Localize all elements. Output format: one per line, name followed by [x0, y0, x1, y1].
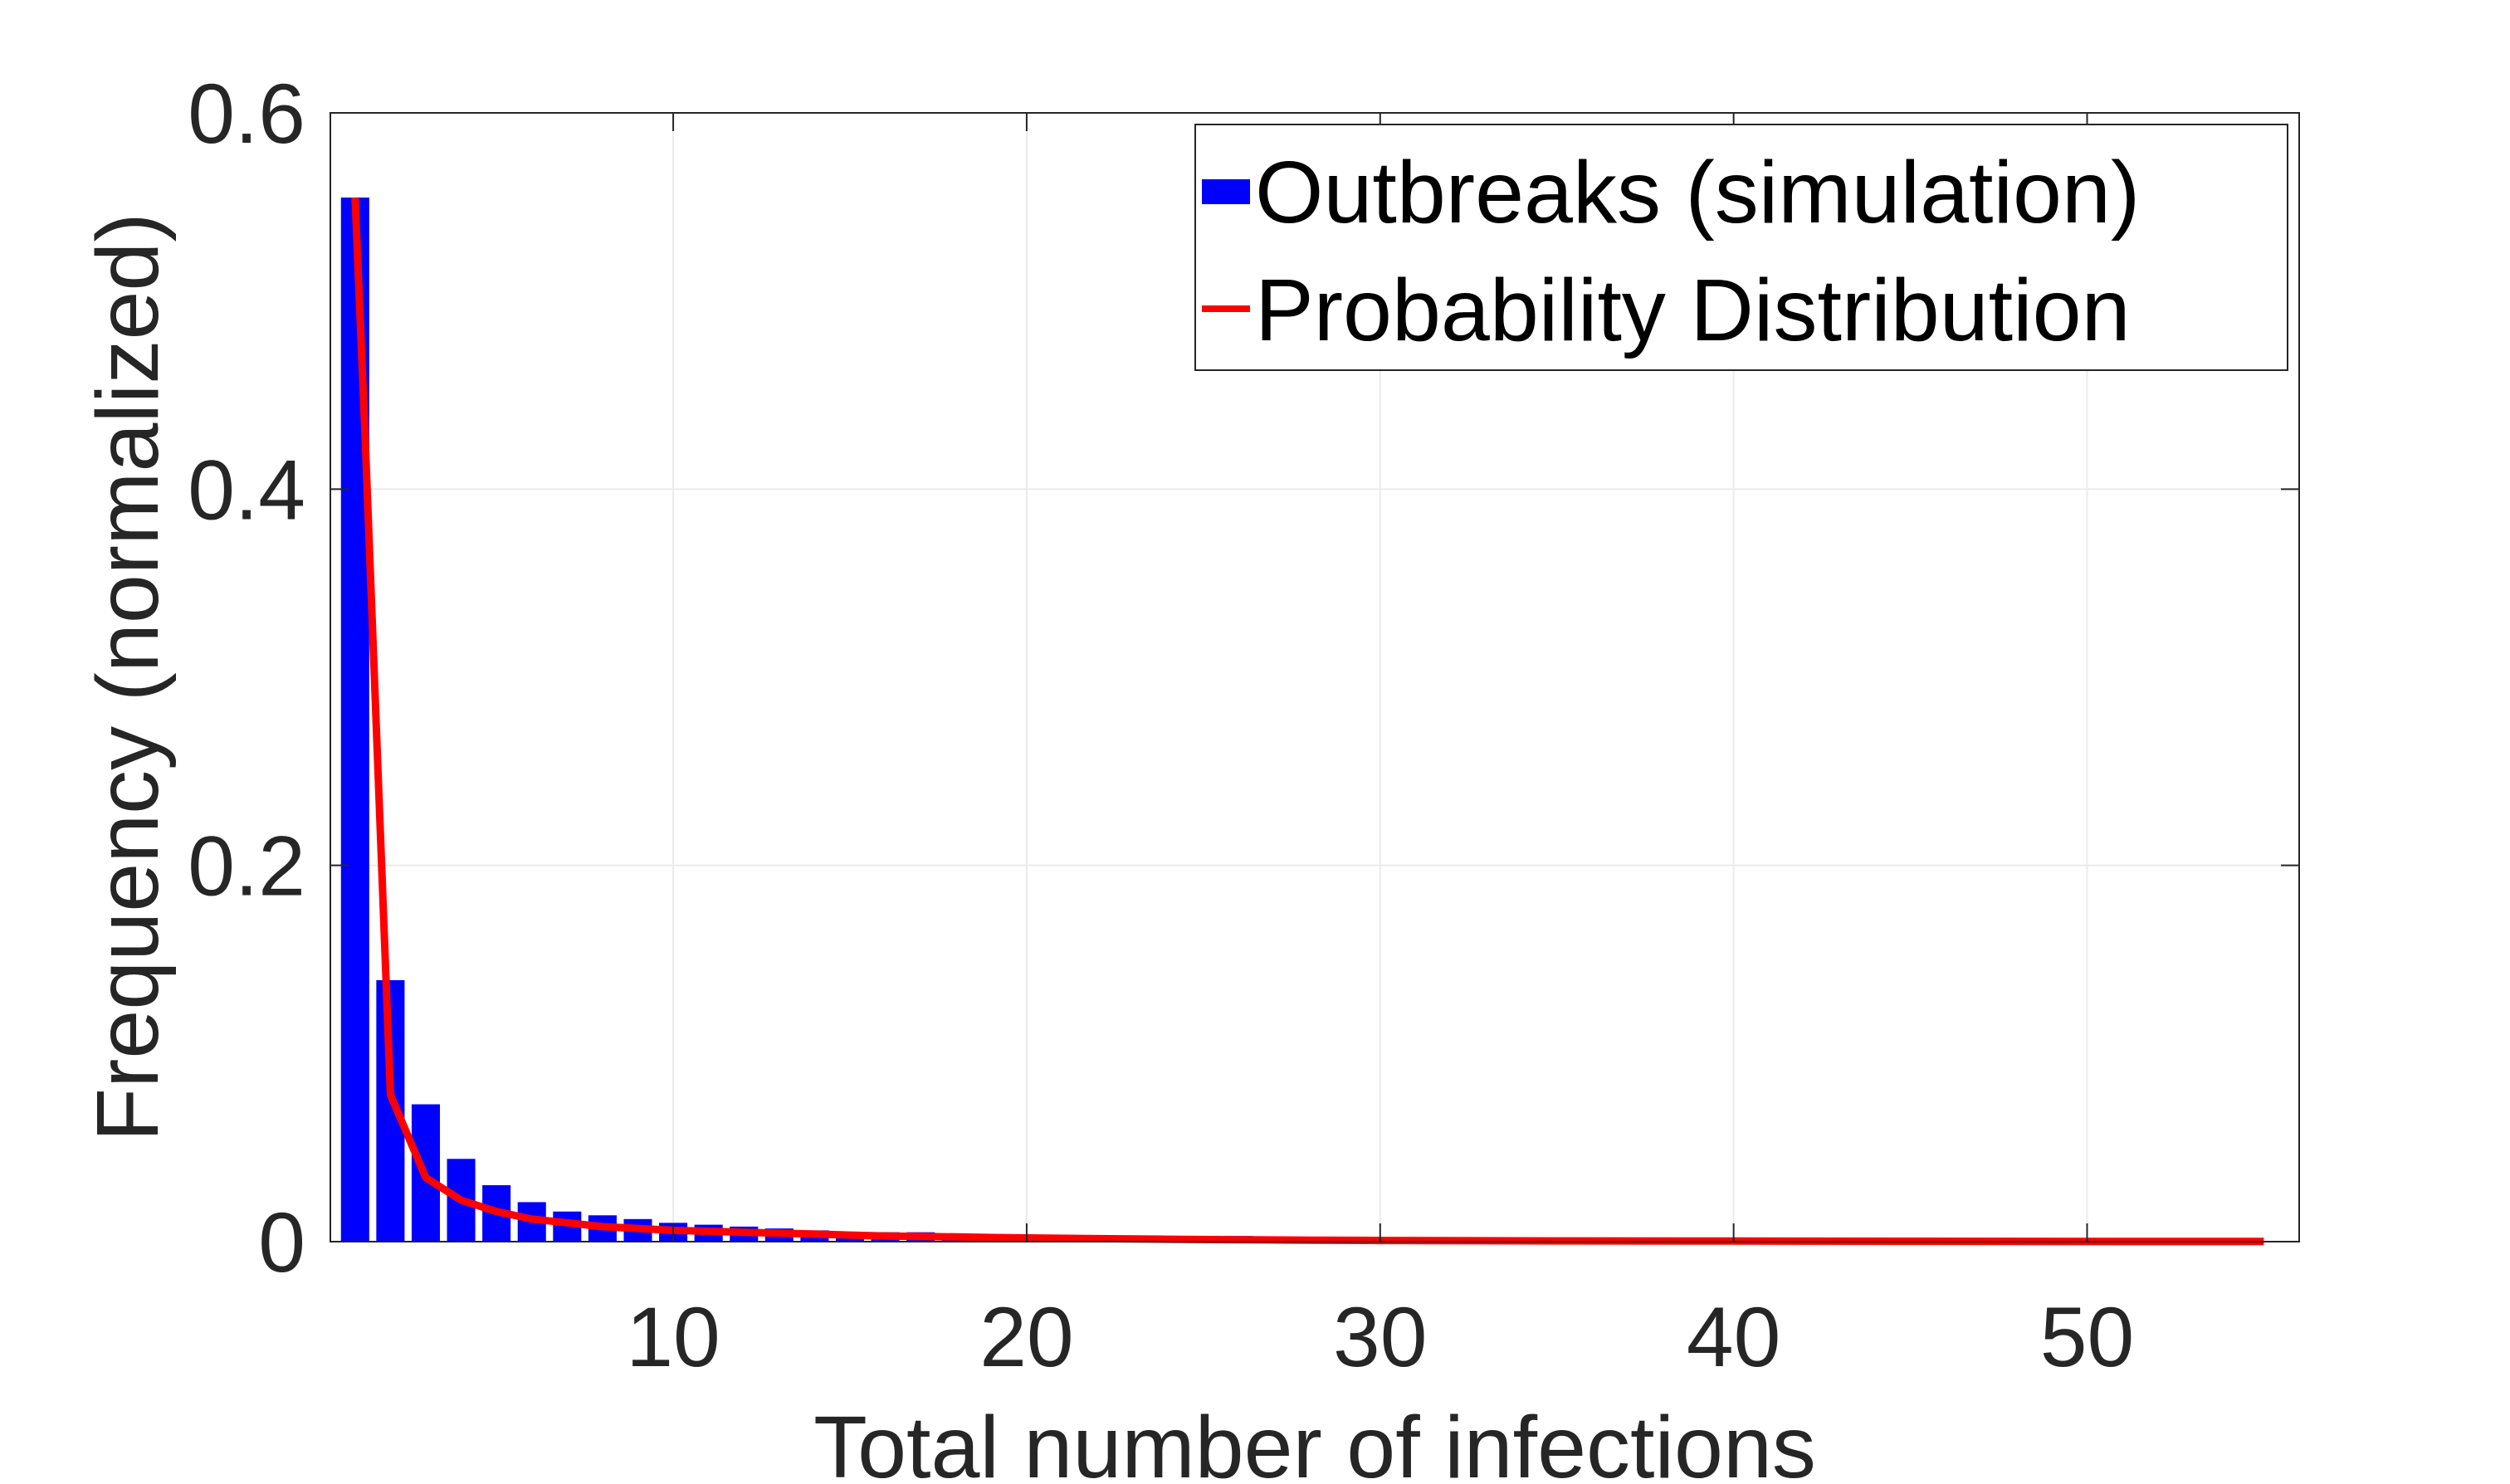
plot-frame: [330, 112, 2300, 1242]
x-tick-label: 50: [2040, 1290, 2134, 1384]
x-tick-label: 10: [626, 1290, 720, 1384]
x-axis-title: Total number of infections: [813, 1399, 1816, 1484]
x-tick-label: 30: [1333, 1290, 1427, 1384]
legend-box: [1194, 124, 2288, 371]
legend: Outbreaks (simulation) Probability Distr…: [1194, 124, 2288, 371]
tick-labels: 10 20 30 40 50 0 0.2 0.4 0.6: [188, 66, 2134, 1384]
y-tick-label: 0: [258, 1195, 305, 1290]
y-axis-title: Frequency (normalized): [79, 212, 177, 1141]
legend-label-outbreaks: Outbreaks (simulation): [1255, 144, 2140, 242]
x-tick-label: 40: [1687, 1290, 1780, 1384]
y-tick-label: 0.4: [188, 442, 305, 537]
legend-swatch-bar: [1202, 179, 1250, 204]
y-tick-label: 0.2: [188, 819, 305, 914]
x-tick-label: 20: [979, 1290, 1073, 1384]
y-tick-label: 0.6: [188, 66, 305, 161]
legend-label-distribution: Probability Distribution: [1255, 261, 2131, 359]
